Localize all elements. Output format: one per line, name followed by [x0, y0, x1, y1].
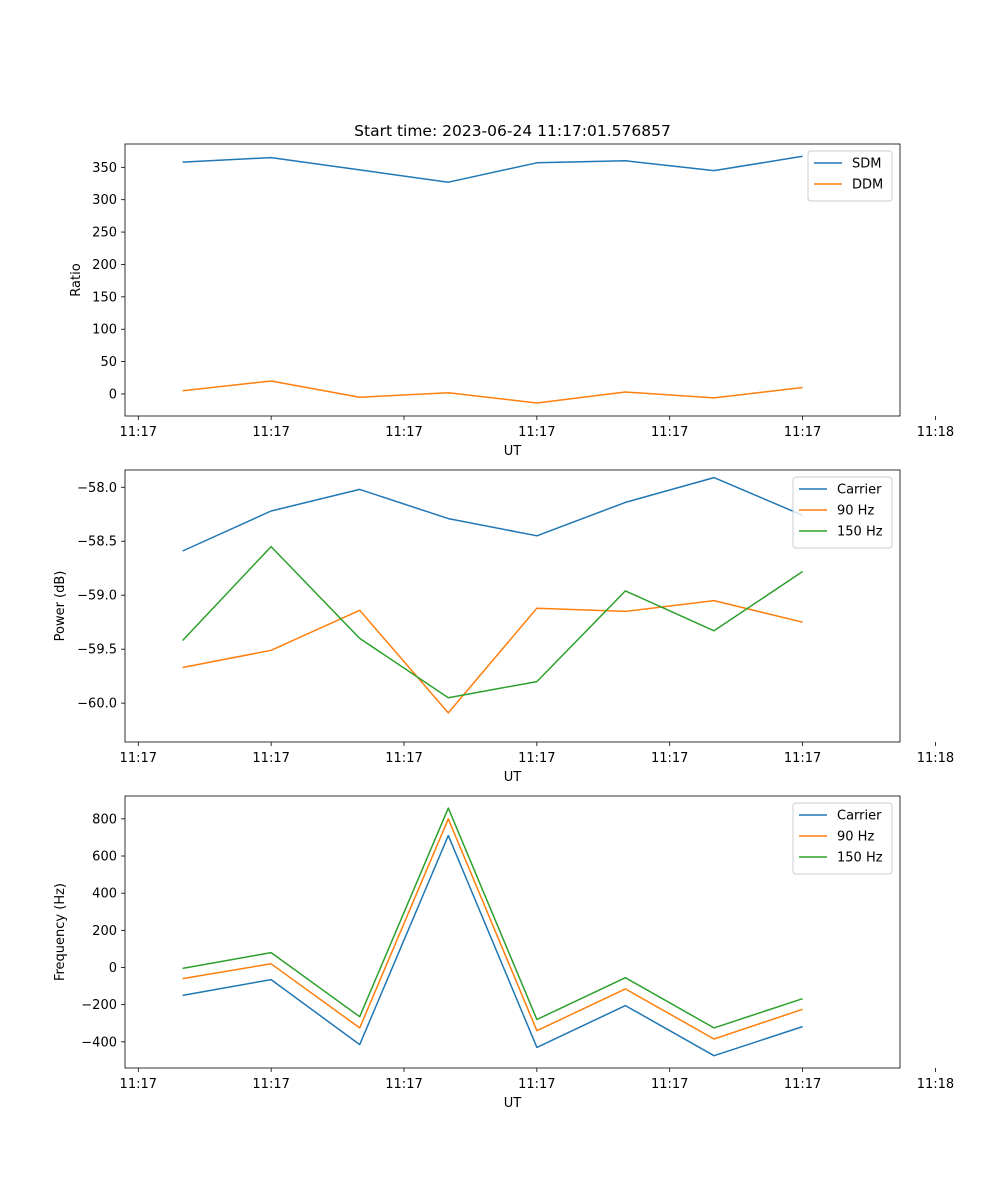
legend-label: SDM: [852, 157, 881, 172]
series-line-sdm: [182, 155, 803, 183]
series-line-150-hz: [182, 807, 803, 1029]
legend: SDM DDM: [807, 150, 893, 202]
x-tick-label: 11:17: [385, 425, 422, 440]
y-tick-label: −58.0: [77, 481, 117, 496]
x-axis-label: UT: [504, 1096, 522, 1111]
legend: Carrier 90 Hz 150 Hz: [792, 476, 893, 549]
x-tick-label: 11:18: [917, 425, 954, 440]
legend: Carrier 90 Hz 150 Hz: [792, 802, 893, 875]
y-tick-label: 50: [100, 355, 117, 370]
y-tick-label: −58.5: [77, 535, 117, 550]
series-line-90-hz: [182, 599, 803, 714]
x-axis-label: UT: [504, 444, 522, 459]
y-tick-label: 400: [92, 887, 117, 902]
y-tick-label: 800: [92, 812, 117, 827]
series-line-150-hz: [182, 545, 804, 699]
y-tick-label: 0: [109, 387, 117, 402]
axes-frame: [124, 143, 901, 417]
legend-label: 150 Hz: [837, 851, 883, 866]
x-tick-label: 11:17: [120, 425, 157, 440]
y-axis-label: Ratio: [69, 263, 84, 296]
legend-label: 90 Hz: [837, 830, 874, 845]
y-tick-label: 300: [92, 193, 117, 208]
y-tick-label: 250: [92, 226, 117, 241]
y-tick-label: 200: [92, 258, 117, 273]
legend-label: 150 Hz: [837, 525, 883, 540]
x-tick-label: 11:17: [784, 425, 821, 440]
x-tick-label: 11:17: [252, 1077, 289, 1092]
x-tick-label: 11:17: [252, 425, 289, 440]
y-tick-label: 200: [92, 924, 117, 939]
chart-panel-3: 11:17 11:17 11:17 11:17 11:17 11:17 11:18 −400 −…: [53, 795, 954, 1111]
y-tick-label: −59.0: [77, 589, 117, 604]
y-tick-label: −400: [81, 1035, 117, 1050]
x-tick-label: 11:18: [917, 1077, 954, 1092]
x-tick-label: 11:17: [518, 751, 555, 766]
axes-frame: [124, 795, 901, 1069]
x-tick-label: 11:17: [385, 751, 422, 766]
y-tick-label: −60.0: [77, 697, 117, 712]
panels: 11:17 11:17 11:17 11:17 11:17 11:17 11:18 0 50 10…: [53, 143, 954, 1111]
x-tick-label: 11:17: [120, 1077, 157, 1092]
chart-panel-2: 11:17 11:17 11:17 11:17 11:17 11:17 11:18 −60.0…: [53, 469, 954, 785]
x-tick-label: 11:17: [518, 1077, 555, 1092]
x-axis-label: UT: [504, 770, 522, 785]
y-tick-label: −59.5: [77, 643, 117, 658]
y-tick-label: 150: [92, 290, 117, 305]
series-line-ddm: [182, 380, 803, 404]
y-axis-label: Frequency (Hz): [53, 883, 68, 981]
y-tick-label: 350: [92, 161, 117, 176]
y-tick-label: 0: [109, 961, 117, 976]
figure-title: Start time: 2023-06-24 11:17:01.576857: [354, 122, 671, 140]
x-tick-label: 11:17: [651, 751, 688, 766]
x-tick-label: 11:17: [385, 1077, 422, 1092]
x-tick-label: 11:17: [651, 1077, 688, 1092]
legend-label: 90 Hz: [837, 504, 874, 519]
legend-label: Carrier: [837, 483, 882, 498]
x-tick-label: 11:17: [120, 751, 157, 766]
y-tick-label: 100: [92, 323, 117, 338]
chart-panel-1: 11:17 11:17 11:17 11:17 11:17 11:17 11:18 0 50 10…: [69, 143, 954, 459]
x-tick-label: 11:17: [784, 1077, 821, 1092]
series-line-90-hz: [182, 818, 803, 1040]
series-line-carrier: [182, 476, 803, 552]
series-line-carrier: [182, 834, 803, 1057]
axes-frame: [124, 469, 901, 743]
x-tick-label: 11:17: [784, 751, 821, 766]
legend-label: Carrier: [837, 809, 882, 824]
y-tick-label: −200: [81, 998, 117, 1013]
legend-label: DDM: [852, 178, 883, 193]
y-tick-label: 600: [92, 850, 117, 865]
x-tick-label: 11:17: [518, 425, 555, 440]
x-tick-label: 11:17: [252, 751, 289, 766]
y-axis-label: Power (dB): [53, 571, 68, 642]
x-tick-label: 11:17: [651, 425, 688, 440]
x-tick-label: 11:18: [917, 751, 954, 766]
